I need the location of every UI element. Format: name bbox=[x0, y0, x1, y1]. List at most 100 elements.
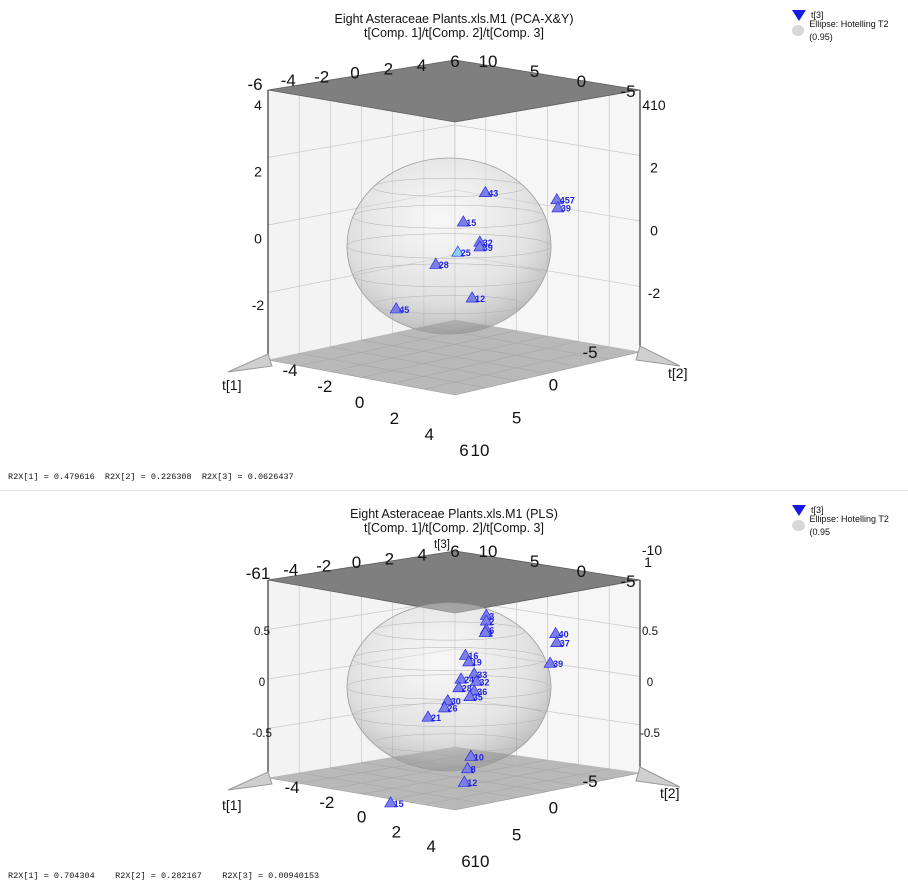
tick-label: -61 bbox=[246, 564, 271, 583]
tick-label: -4 bbox=[281, 71, 296, 90]
legend-ellipse-label: Ellipse: Hotelling T2 (0.95) bbox=[809, 18, 889, 42]
panel-divider bbox=[0, 490, 908, 491]
legend[interactable]: t[3] Ellipse: Hotelling T2 (0.95 bbox=[792, 503, 908, 537]
tick-label: 1 bbox=[644, 554, 652, 570]
tick-label: 0 bbox=[549, 799, 558, 818]
tick-labels: -6 -4 -2 0 2 4 6 1050-5420-241020-2-4-20246-505… bbox=[247, 52, 665, 460]
x-axis-label: t[1] bbox=[222, 377, 241, 393]
pls-score-plot-panel: Eight Asteraceae Plants.xls.M1 (PLS) t[C… bbox=[0, 495, 908, 887]
hotelling-ellipse bbox=[346, 602, 552, 772]
ellipse-latitude bbox=[372, 295, 526, 315]
tick-label: 2 bbox=[385, 549, 394, 568]
tick-label: 4 bbox=[417, 56, 426, 75]
score-point-label: 6 bbox=[489, 626, 494, 636]
score-point-label: 33 bbox=[477, 670, 487, 680]
tick-label: -4 bbox=[283, 560, 298, 579]
tick-labels: -61 -4 -2 0 2 4 6 1050-50.50-0.50.50-0.5-4-2024… bbox=[246, 542, 663, 871]
t2-axis-arrow bbox=[635, 766, 681, 788]
score-point-label: 8 bbox=[471, 765, 476, 775]
ellipse-latitude bbox=[352, 204, 546, 229]
tick-label: 5 bbox=[512, 408, 521, 427]
tick-label: -5 bbox=[582, 772, 597, 791]
x-axis-label: t[1] bbox=[222, 797, 241, 813]
tick-label: 2 bbox=[650, 160, 658, 176]
ellipse-latitude bbox=[352, 647, 546, 671]
tick-label: 0 bbox=[650, 222, 658, 238]
score-point-label: 40 bbox=[559, 630, 569, 640]
tick-label: 0 bbox=[350, 64, 359, 83]
axis-arrows bbox=[227, 766, 681, 791]
score-point-label: 12 bbox=[467, 778, 477, 788]
score-point-marker bbox=[469, 674, 483, 686]
score-point-marker bbox=[550, 635, 564, 647]
tick-label: 0 bbox=[352, 553, 361, 572]
score-point-marker bbox=[464, 749, 478, 761]
score-point-label: 10 bbox=[474, 752, 484, 762]
r2x-stats: R2X[1] = 0.704304 R2X[2] = 0.282167 R2X[… bbox=[8, 871, 320, 881]
score-point-marker bbox=[457, 775, 471, 787]
score-point-label: 15 bbox=[466, 218, 476, 228]
ellipse-latitude bbox=[372, 733, 526, 753]
tick-label: 6 bbox=[450, 542, 459, 561]
box-edges bbox=[267, 90, 641, 360]
legend-item-marker[interactable]: t[3] bbox=[792, 8, 908, 23]
score-point-marker bbox=[478, 185, 492, 197]
score-point-marker bbox=[465, 291, 479, 303]
ellipse-latitude bbox=[372, 621, 526, 641]
axis-labels: t[1] t[2] t[3] bbox=[222, 539, 679, 813]
legend-item-ellipse[interactable]: Ellipse: Hotelling T2 (0.95) bbox=[792, 19, 908, 42]
score-point-label: 457 bbox=[560, 196, 575, 206]
score-point-label: 28 bbox=[439, 260, 449, 270]
score-point-marker bbox=[389, 302, 403, 314]
tick-label: -2 bbox=[319, 793, 334, 812]
score-point-label: 1 bbox=[488, 628, 493, 638]
chart-subtitle: t[Comp. 1]/t[Comp. 2]/t[Comp. 3] bbox=[364, 26, 544, 40]
tick-label: -5 bbox=[620, 82, 635, 101]
gridline bbox=[423, 346, 610, 390]
score-point-marker bbox=[454, 672, 468, 684]
ellipse-latitude bbox=[346, 233, 552, 259]
score-point-label: 12 bbox=[475, 294, 485, 304]
tick-label: -2 bbox=[252, 297, 265, 313]
triangle-marker-icon bbox=[792, 10, 806, 21]
legend-item-marker[interactable]: t[3] bbox=[792, 503, 908, 518]
score-point-marker bbox=[462, 655, 476, 667]
ellipse-surface bbox=[346, 157, 552, 335]
tick-label: 0.5 bbox=[642, 626, 658, 638]
score-point-label: 26 bbox=[448, 704, 458, 714]
score-point-label: 35 bbox=[473, 693, 483, 703]
tick-label: 0 bbox=[577, 72, 586, 91]
t2-axis-arrow bbox=[635, 345, 681, 367]
pls-3d-plot[interactable]: -61 -4 -2 0 2 4 6 1050-50.50-0.50.50-0.5-4-2024… bbox=[0, 495, 908, 871]
score-point-label: 2 bbox=[489, 617, 494, 627]
tick-label: 0 bbox=[259, 677, 265, 689]
score-point-label: 36 bbox=[477, 687, 487, 697]
score-point-label: 3 bbox=[489, 611, 494, 621]
score-point-label: 39 bbox=[561, 204, 571, 214]
z-axis-label: t[3] bbox=[434, 539, 450, 551]
score-point-marker bbox=[478, 625, 492, 637]
tick-label: 10 bbox=[479, 542, 498, 561]
score-point-label: 24 bbox=[464, 675, 474, 685]
tick-label: -2 bbox=[314, 67, 329, 86]
tick-label: 5 bbox=[512, 825, 521, 844]
score-point-marker bbox=[429, 257, 443, 269]
legend-item-ellipse[interactable]: Ellipse: Hotelling T2 (0.95 bbox=[792, 514, 908, 537]
pca-3d-plot[interactable]: -6 -4 -2 0 2 4 6 1050-5420-241020-2-4-20246-505… bbox=[0, 0, 908, 470]
tick-label: -4 bbox=[284, 778, 299, 797]
legend[interactable]: t[3] Ellipse: Hotelling T2 (0.95) bbox=[792, 8, 908, 42]
tick-label: 4 bbox=[254, 97, 262, 113]
tick-label: -6 bbox=[247, 75, 262, 94]
axis-labels: t[1] t[2] bbox=[222, 365, 687, 393]
score-point-label: 39 bbox=[483, 243, 493, 253]
tick-label: 6 bbox=[450, 52, 459, 71]
score-point-marker bbox=[463, 689, 477, 701]
tick-label: 10 bbox=[479, 52, 498, 71]
score-point-label: 15 bbox=[394, 799, 404, 809]
score-point-label: 37 bbox=[560, 639, 570, 649]
score-point-marker bbox=[461, 762, 475, 774]
tick-label: 6 bbox=[461, 852, 470, 871]
tick-label: 0 bbox=[254, 230, 262, 246]
